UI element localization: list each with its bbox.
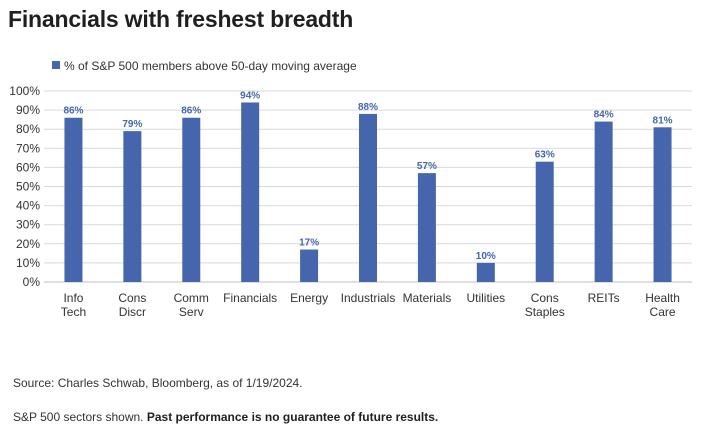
y-tick-label: 80% bbox=[16, 122, 40, 136]
disclaimer-bold: Past performance is no guarantee of futu… bbox=[146, 410, 439, 424]
bar bbox=[476, 262, 495, 282]
y-tick-label: 70% bbox=[16, 141, 40, 155]
legend: % of S&P 500 members above 50-day moving… bbox=[52, 59, 357, 73]
bar bbox=[594, 121, 613, 282]
bar bbox=[300, 249, 319, 282]
data-label: 63% bbox=[535, 150, 555, 161]
data-label: 94% bbox=[240, 90, 260, 101]
x-tick-label: Industrials bbox=[341, 291, 396, 305]
bar bbox=[417, 173, 436, 282]
bar bbox=[535, 161, 554, 282]
data-label: 88% bbox=[358, 102, 378, 113]
data-label: 17% bbox=[299, 238, 319, 249]
x-tick-label: Comm Serv bbox=[174, 291, 209, 319]
legend-swatch bbox=[52, 61, 60, 69]
bar bbox=[64, 117, 83, 283]
x-tick-label: Materials bbox=[403, 291, 452, 305]
x-tick-label: Cons Staples bbox=[525, 291, 565, 319]
legend-label: % of S&P 500 members above 50-day moving… bbox=[64, 59, 357, 73]
disclaimer-note: S&P 500 sectors shown. Past performance … bbox=[13, 410, 438, 424]
data-label: 79% bbox=[122, 119, 142, 130]
y-tick-label: 30% bbox=[16, 218, 40, 232]
data-labels: 86% 79% 86% 94% 17% 88% 57% 10% 63% 84% 81% bbox=[63, 90, 672, 261]
x-tick-label: Cons Discr bbox=[118, 291, 146, 319]
y-tick-label: 40% bbox=[16, 199, 40, 213]
y-tick-label: 60% bbox=[16, 160, 40, 174]
bar bbox=[359, 113, 377, 282]
y-tick-label: 100% bbox=[9, 84, 40, 98]
y-tick-label: 50% bbox=[16, 180, 40, 194]
y-tick-label: 90% bbox=[16, 103, 40, 117]
bar bbox=[123, 131, 142, 282]
bar bbox=[182, 117, 201, 283]
x-tick-label: Energy bbox=[290, 291, 328, 305]
page-title: Financials with freshest breadth bbox=[8, 6, 354, 32]
x-tick-label: Info Tech bbox=[61, 291, 86, 319]
disclaimer-plain: S&P 500 sectors shown. bbox=[13, 410, 147, 424]
data-label: 10% bbox=[476, 251, 496, 262]
x-tick-label: Health Care bbox=[645, 291, 680, 319]
data-label: 84% bbox=[594, 110, 614, 121]
source-note: Source: Charles Schwab, Bloomberg, as of… bbox=[13, 376, 303, 390]
data-label: 86% bbox=[63, 106, 83, 117]
data-label: 57% bbox=[417, 161, 437, 172]
x-tick-label: REITs bbox=[588, 291, 620, 305]
y-tick-label: 0% bbox=[23, 275, 41, 289]
x-tick-label: Financials bbox=[223, 291, 277, 305]
bars bbox=[64, 102, 672, 283]
x-tick-label: Utilities bbox=[466, 291, 505, 305]
data-label: 86% bbox=[181, 106, 201, 117]
y-axis: 0% 10% 20% 30% 40% 50% 60% 70% 80% 90% 100% bbox=[9, 84, 40, 289]
x-axis: Info Tech Cons Discr Comm Serv Financials Energ… bbox=[61, 291, 680, 319]
y-tick-label: 20% bbox=[16, 237, 40, 251]
bar bbox=[653, 127, 672, 282]
data-label: 81% bbox=[653, 115, 673, 126]
bar bbox=[241, 102, 260, 283]
y-tick-label: 10% bbox=[16, 256, 40, 270]
